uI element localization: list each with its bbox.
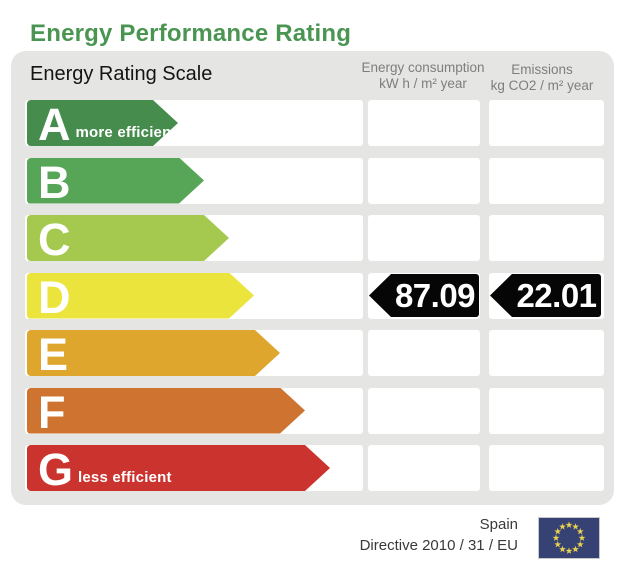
rating-row-c: C (11, 215, 614, 261)
scale-cell-a: A more efficient (25, 100, 363, 146)
band-e-arrow: E (27, 330, 280, 376)
consumption-header-units: kW h / m² year (379, 75, 467, 91)
scale-cell-d: D (25, 272, 363, 319)
rating-row-b: B (11, 157, 614, 204)
rating-row-f: F (11, 387, 614, 434)
consumption-cell-d: 87.09 (368, 272, 480, 319)
scale-cell-c: C (25, 215, 363, 261)
scale-cell-e: E (25, 330, 363, 376)
rating-row-a: A more efficient (11, 100, 614, 146)
rating-row-g: G less efficient (11, 445, 614, 491)
band-f-letter: F (38, 386, 66, 438)
band-e-letter: E (38, 329, 69, 381)
emissions-cell-g (489, 445, 604, 491)
footer-country: Spain (479, 516, 518, 533)
scale-cell-b: B (25, 157, 363, 204)
band-f-arrow: F (27, 388, 305, 434)
page-title: Energy Performance Rating (30, 20, 352, 47)
emissions-cell-e (489, 330, 604, 376)
scale-cell-g: G less efficient (25, 445, 363, 491)
consumption-cell-a (368, 100, 480, 146)
band-g-arrow: G less efficient (27, 445, 330, 491)
emissions-value-marker: 22.01 (490, 274, 601, 317)
consumption-cell-f (368, 387, 480, 434)
consumption-column-header: Energy consumption kW h / m² year (355, 60, 491, 91)
footer-directive: Directive 2010 / 31 / EU (359, 537, 518, 554)
rating-row-e: E (11, 330, 614, 376)
emissions-header-units: kg CO2 / m² year (490, 77, 594, 93)
emissions-cell-f (489, 387, 604, 434)
band-c-letter: C (38, 214, 71, 266)
band-a-arrow: A more efficient (27, 100, 178, 146)
consumption-cell-g (368, 445, 480, 491)
consumption-value-marker: 87.09 (369, 274, 479, 317)
consumption-value: 87.09 (394, 276, 476, 314)
band-d-letter: D (38, 271, 71, 323)
band-d-arrow: D (27, 273, 254, 319)
emissions-cell-c (489, 215, 604, 261)
emissions-column-header: Emissions kg CO2 / m² year (474, 62, 610, 93)
rating-row-d: D 87.09 22.01 (11, 272, 614, 319)
consumption-cell-c (368, 215, 480, 261)
scale-title: Energy Rating Scale (30, 63, 213, 85)
band-a-letter: A (38, 99, 71, 151)
emissions-value: 22.01 (516, 276, 597, 314)
band-g-note: less efficient (78, 469, 172, 486)
emissions-cell-b (489, 157, 604, 204)
band-a-note: more efficient (75, 124, 177, 141)
band-c-arrow: C (27, 215, 229, 261)
rating-panel: Energy Rating Scale Energy consumption k… (11, 51, 614, 505)
emissions-cell-d: 22.01 (489, 272, 604, 319)
emissions-cell-a (489, 100, 604, 146)
band-b-arrow: B (27, 158, 204, 204)
consumption-header-line1: Energy consumption (361, 60, 485, 75)
emissions-header-line1: Emissions (511, 62, 573, 77)
consumption-cell-b (368, 157, 480, 204)
scale-cell-f: F (25, 387, 363, 434)
footer-text: Spain Directive 2010 / 31 / EU (360, 514, 518, 556)
band-g-letter: G (38, 444, 74, 496)
band-b-letter: B (38, 156, 71, 208)
consumption-cell-e (368, 330, 480, 376)
eu-flag-icon (538, 517, 600, 559)
